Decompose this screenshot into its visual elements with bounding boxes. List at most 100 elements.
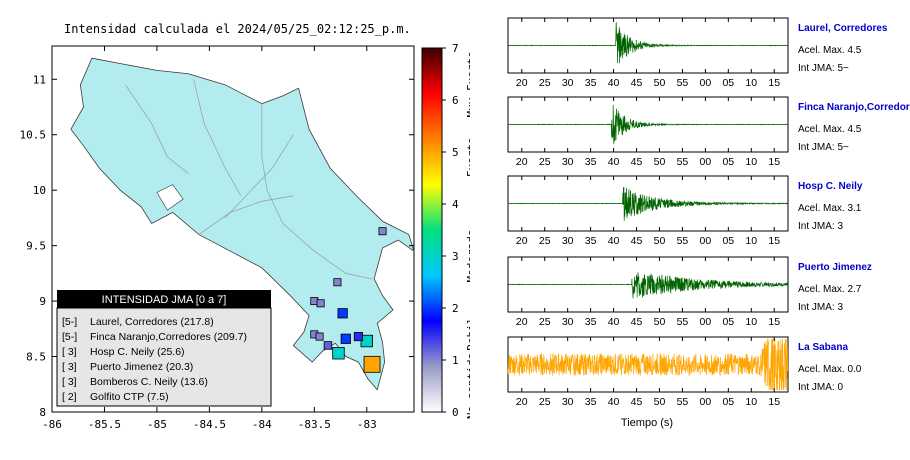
waveform-tick-label: 20 bbox=[516, 77, 528, 89]
station-accel: Acel. Max. 4.5 bbox=[798, 45, 862, 56]
station-name: Finca Naranjo,Corredores bbox=[798, 102, 910, 113]
station-accel: Acel. Max. 4.5 bbox=[798, 124, 862, 135]
legend-title: INTENSIDAD JMA [0 a 7] bbox=[102, 294, 227, 306]
waveform-tick-label: 55 bbox=[677, 235, 689, 247]
waveform-tick-label: 25 bbox=[539, 235, 551, 247]
legend-box bbox=[56, 307, 272, 407]
waveform-tick-label: 25 bbox=[539, 316, 551, 328]
intensity-colorbar: 0 1 2 3 4 5 6 7 No sentido Debil Moderado Fuerte Muy… bbox=[421, 42, 470, 419]
waveform-tick-label: 25 bbox=[539, 156, 551, 168]
legend-row-level: [ 3] bbox=[62, 361, 77, 373]
colorbar-tick-label: 3 bbox=[452, 250, 459, 263]
waveform-trace bbox=[507, 21, 788, 64]
station-name: Puerto Jimenez bbox=[798, 262, 872, 273]
colorbar-tick-label: 0 bbox=[452, 406, 459, 419]
waveform-tick-label: 25 bbox=[539, 396, 551, 408]
colorbar-tick-label: 1 bbox=[452, 354, 459, 367]
colorbar-tick-label: 6 bbox=[452, 94, 459, 107]
waveform-tick-label: 10 bbox=[745, 396, 757, 408]
station-jma: Int JMA: 0 bbox=[798, 382, 844, 393]
waveform-tick-label: 05 bbox=[722, 156, 734, 168]
waveform-trace bbox=[507, 338, 789, 391]
waveform-tick-label: 45 bbox=[631, 396, 643, 408]
waveform-tick-label: 35 bbox=[585, 396, 597, 408]
station-accel: Acel. Max. 3.1 bbox=[798, 203, 862, 214]
province-border bbox=[198, 195, 294, 235]
colorbar-gradient bbox=[421, 47, 443, 413]
waveform-tick-label: 15 bbox=[768, 156, 780, 168]
station-marker bbox=[316, 299, 325, 308]
x-tick-label: -85.5 bbox=[88, 418, 121, 431]
waveform-tick-label: 30 bbox=[562, 396, 574, 408]
y-tick-label: 8 bbox=[39, 406, 46, 419]
waveform-tick-label: 45 bbox=[631, 235, 643, 247]
colorbar-category-label: Debil bbox=[465, 317, 470, 350]
waveform-tick-label: 50 bbox=[654, 156, 666, 168]
land-polygon bbox=[70, 57, 415, 391]
station-marker bbox=[378, 227, 387, 236]
waveform-panel: 20 25 30 35 40 45 50 55 00 05 10 15 bbox=[507, 17, 789, 89]
gulf-of-nicoya bbox=[156, 184, 184, 211]
x-tick-label: -86 bbox=[42, 418, 62, 431]
waveform-panels: 20 25 30 35 40 45 50 55 00 05 10 15 20 25 30 35 40 45 50 55… bbox=[507, 17, 789, 429]
colorbar-tick-label: 5 bbox=[452, 146, 459, 159]
province-border bbox=[125, 84, 189, 174]
legend-row-level: [ 3] bbox=[62, 346, 77, 358]
station-accel: Acel. Max. 0.0 bbox=[798, 364, 862, 375]
waveform-tick-label: 50 bbox=[654, 396, 666, 408]
station-marker bbox=[333, 278, 342, 287]
colorbar-category-label: Muy Fuerte bbox=[465, 51, 470, 117]
station-jma: Int JMA: 5− bbox=[798, 63, 849, 74]
y-tick-label: 8.5 bbox=[26, 351, 46, 364]
station-name: Laurel, Corredores bbox=[798, 23, 888, 34]
x-tick-label: -83 bbox=[357, 418, 377, 431]
waveform-tick-label: 55 bbox=[677, 77, 689, 89]
waveform-tick-label: 35 bbox=[585, 156, 597, 168]
waveform-tick-label: 25 bbox=[539, 77, 551, 89]
waveform-tick-label: 50 bbox=[654, 235, 666, 247]
legend-row-label: Puerto Jimenez (20.3) bbox=[90, 361, 193, 373]
legend-row-level: [ 2] bbox=[62, 391, 77, 403]
waveform-tick-label: 20 bbox=[516, 235, 528, 247]
waveform-tick-label: 55 bbox=[677, 156, 689, 168]
x-tick-label: -84 bbox=[252, 418, 272, 431]
legend-rows: [5-] Laurel, Corredores (217.8) [5-] Finca … bbox=[62, 316, 247, 403]
station-markers bbox=[310, 227, 387, 373]
waveform-xlabel: Tiempo (s) bbox=[621, 417, 673, 429]
station-marker bbox=[363, 355, 381, 373]
waveform-tick-label: 40 bbox=[608, 235, 620, 247]
station-marker bbox=[315, 332, 324, 341]
legend-row-label: Finca Naranjo,Corredores (209.7) bbox=[90, 331, 247, 343]
waveform-tick-label: 40 bbox=[608, 396, 620, 408]
waveform-tick-label: 00 bbox=[700, 156, 712, 168]
province-border bbox=[282, 223, 373, 280]
waveform-tick-label: 05 bbox=[722, 316, 734, 328]
waveform-tick-label: 55 bbox=[677, 316, 689, 328]
station-jma: Int JMA: 3 bbox=[798, 302, 844, 313]
station-marker bbox=[340, 333, 351, 344]
waveform-tick-label: 50 bbox=[654, 77, 666, 89]
waveform-panel: 20 25 30 35 40 45 50 55 00 05 10 15 bbox=[507, 256, 789, 328]
waveform-panel: 20 25 30 35 40 45 50 55 00 05 10 15 bbox=[507, 175, 789, 247]
waveform-tick-label: 05 bbox=[722, 77, 734, 89]
map-axes: -86 -85.5 -85 -84.5 -84 -83.5 -83 8 8.5 9 9.5 10 10.… bbox=[20, 46, 414, 431]
colorbar-tick-label: 4 bbox=[452, 198, 459, 211]
map-title: Intensidad calculada el 2024/05/25_02:12… bbox=[64, 22, 411, 36]
legend-row-label: Hosp C. Neily (25.6) bbox=[90, 346, 185, 358]
waveform-tick-label: 30 bbox=[562, 235, 574, 247]
intensity-map: -86 -85.5 -85 -84.5 -84 -83.5 -8388.599.51010.… bbox=[20, 42, 471, 431]
waveform-tick-label: 30 bbox=[562, 77, 574, 89]
y-tick-label: 11 bbox=[33, 73, 46, 86]
colorbar-category-label: Moderado bbox=[465, 230, 470, 283]
waveform-tick-label: 10 bbox=[745, 235, 757, 247]
station-marker bbox=[337, 308, 348, 319]
waveform-tick-label: 15 bbox=[768, 235, 780, 247]
waveform-tick-label: 45 bbox=[631, 77, 643, 89]
waveform-tick-label: 00 bbox=[700, 396, 712, 408]
y-tick-label: 9 bbox=[39, 295, 46, 308]
station-jma: Int JMA: 3 bbox=[798, 221, 844, 232]
y-tick-label: 10.5 bbox=[20, 129, 47, 142]
y-tick-label: 10 bbox=[33, 184, 46, 197]
province-border bbox=[224, 134, 294, 219]
waveform-tick-label: 35 bbox=[585, 316, 597, 328]
